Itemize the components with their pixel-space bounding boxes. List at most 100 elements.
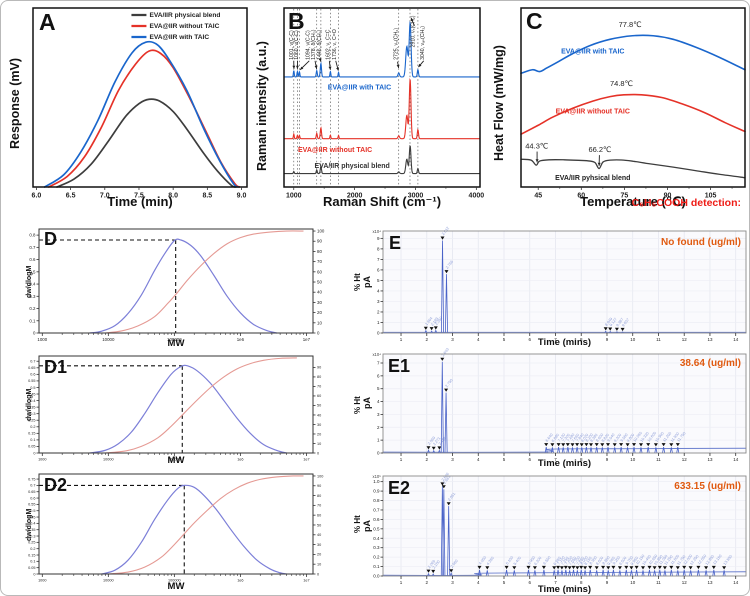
svg-text:2.189: 2.189 (430, 317, 439, 327)
svg-text:0.55: 0.55 (28, 379, 35, 383)
svg-text:0.7: 0.7 (30, 484, 35, 488)
panel-d2-xlabel: MW (167, 581, 185, 592)
svg-text:EVA/IIR physical blend: EVA/IIR physical blend (149, 12, 220, 19)
svg-text:1e7: 1e7 (303, 578, 309, 582)
svg-text:1: 1 (377, 438, 380, 443)
svg-text:2: 2 (426, 457, 429, 462)
svg-text:1000: 1000 (38, 457, 46, 461)
svg-text:7.300: 7.300 (562, 433, 571, 443)
panel-e2: 2.069 2.250 2.606 2.663 2.851 2.950 4.050 4.350… (353, 469, 749, 595)
svg-text:10000: 10000 (103, 578, 114, 582)
svg-text:1060, ν(C-C): 1060, ν(C-C) (294, 30, 300, 60)
svg-text:8.000: 8.000 (580, 556, 589, 566)
svg-text:2.950: 2.950 (450, 559, 459, 569)
svg-text:x10⁵: x10⁵ (373, 474, 382, 479)
panel-d1-xlabel: MW (167, 455, 185, 466)
svg-text:1094, ν(C-C): 1094, ν(C-C) (305, 30, 311, 60)
svg-text:12.250: 12.250 (689, 554, 699, 566)
svg-text:0.8: 0.8 (29, 233, 36, 238)
svg-text:0.9: 0.9 (373, 489, 380, 494)
panel-d-xlabel: MW (167, 338, 185, 349)
svg-text:66.2℃: 66.2℃ (588, 145, 611, 154)
svg-text:10: 10 (317, 442, 321, 446)
svg-text:11.050: 11.050 (658, 554, 668, 565)
svg-text:2.851: 2.851 (447, 492, 456, 502)
panel-c: 45 60 75 90 105 77.8℃ 74.8℃ 44.3℃ 66.2℃ EVA@IIR w… (487, 1, 749, 216)
panel-e2-ylabel: pA (362, 520, 372, 532)
svg-text:12: 12 (682, 337, 688, 342)
svg-text:2.766: 2.766 (445, 260, 454, 270)
svg-text:9.750: 9.750 (625, 556, 634, 566)
svg-text:6.880: 6.880 (551, 433, 560, 443)
svg-text:7.840: 7.840 (576, 433, 585, 443)
svg-text:13: 13 (707, 337, 713, 342)
svg-text:7.660: 7.660 (571, 433, 580, 443)
svg-text:11.250: 11.250 (664, 555, 674, 566)
svg-text:8.850: 8.850 (602, 556, 611, 566)
svg-text:9: 9 (377, 236, 380, 241)
svg-text:1e7: 1e7 (303, 337, 311, 342)
svg-text:77.8℃: 77.8℃ (619, 20, 642, 29)
svg-text:EVA@IIR without TAIC: EVA@IIR without TAIC (298, 147, 372, 154)
svg-text:3040, νₐₛ(CH₃): 3040, νₐₛ(CH₃) (420, 26, 426, 60)
svg-text:12: 12 (682, 580, 688, 585)
svg-text:0.2: 0.2 (30, 547, 35, 551)
svg-text:50: 50 (317, 404, 321, 408)
panel-d2: 1000 10000 100000 1e6 1e7 0 0.05 0.1 0.15 0.2 0.25… (19, 466, 369, 595)
svg-text:7.5: 7.5 (134, 193, 144, 200)
svg-text:2.069: 2.069 (427, 436, 436, 446)
svg-text:7.850: 7.850 (576, 556, 585, 566)
svg-text:9: 9 (606, 337, 609, 342)
svg-text:10: 10 (630, 457, 636, 462)
svg-text:80: 80 (317, 494, 321, 498)
svg-text:0.0: 0.0 (373, 574, 380, 579)
svg-text:10: 10 (317, 320, 322, 325)
svg-text:10.850: 10.850 (653, 554, 663, 566)
panel-e1-ylabel: pA (362, 397, 372, 409)
svg-text:EVA@IIR with TAIC: EVA@IIR with TAIC (149, 34, 209, 41)
svg-text:1000: 1000 (286, 193, 302, 200)
svg-text:EVA/IIR physical blend: EVA/IIR physical blend (315, 163, 390, 170)
svg-text:90: 90 (317, 366, 321, 370)
svg-text:2910, νₛ(CH₂): 2910, νₛ(CH₂) (411, 15, 417, 47)
panel-b-xlabel: Raman Shift (cm⁻¹) (322, 194, 442, 209)
svg-text:0.1: 0.1 (373, 564, 380, 569)
svg-text:7: 7 (554, 337, 557, 342)
svg-text:5: 5 (377, 278, 380, 283)
panel-e-chart: 1.9642.1892.3502.6122.7668.9499.1279.387… (372, 226, 747, 342)
svg-text:3: 3 (451, 580, 454, 585)
svg-text:1446, δ(CH₂): 1446, δ(CH₂) (317, 29, 323, 60)
svg-text:14: 14 (733, 337, 739, 342)
svg-text:9: 9 (606, 580, 609, 585)
svg-text:7: 7 (377, 361, 380, 366)
panel-a: 6.0 6.5 7.0 7.5 8.0 8.5 9.0 EVA/IIR physical bl… (1, 1, 251, 216)
svg-text:5.950: 5.950 (527, 556, 536, 566)
panel-e1: 2.069 2.271 2.489 2.603 2.750 6.640 6.880 7.120… (353, 348, 749, 469)
svg-text:7: 7 (554, 580, 557, 585)
svg-text:0.4: 0.4 (29, 282, 36, 287)
svg-text:0.65: 0.65 (28, 366, 35, 370)
panel-b-ylabel: Raman intensity (a.u.) (255, 41, 269, 171)
panel-b-letter: B (288, 8, 305, 34)
svg-text:14: 14 (733, 580, 739, 585)
panel-d-letter: D (44, 229, 57, 249)
svg-text:100000: 100000 (167, 337, 182, 342)
svg-text:1: 1 (400, 337, 403, 342)
panel-a-letter: A (39, 9, 56, 35)
svg-text:6.950: 6.950 (553, 556, 562, 566)
panel-d1-chart: 1000 10000 100000 1e6 1e7 0 0.05 0.1 0.15 0.2 0.25… (28, 355, 321, 461)
svg-text:20: 20 (317, 310, 322, 315)
svg-text:8.380: 8.380 (590, 433, 599, 443)
svg-text:8.5: 8.5 (202, 193, 212, 200)
svg-text:10.320: 10.320 (640, 431, 650, 443)
svg-text:6: 6 (377, 267, 380, 272)
panel-a-xlabel: Time (min) (107, 194, 173, 209)
svg-text:0.6: 0.6 (29, 257, 36, 262)
svg-text:0.15: 0.15 (28, 432, 35, 436)
panel-e-ylabel: pA (362, 276, 372, 288)
svg-text:13: 13 (707, 580, 713, 585)
svg-text:80: 80 (317, 375, 321, 379)
svg-text:6.640: 6.640 (545, 433, 554, 443)
svg-text:EVA@IIR without TAIC: EVA@IIR without TAIC (556, 109, 630, 116)
